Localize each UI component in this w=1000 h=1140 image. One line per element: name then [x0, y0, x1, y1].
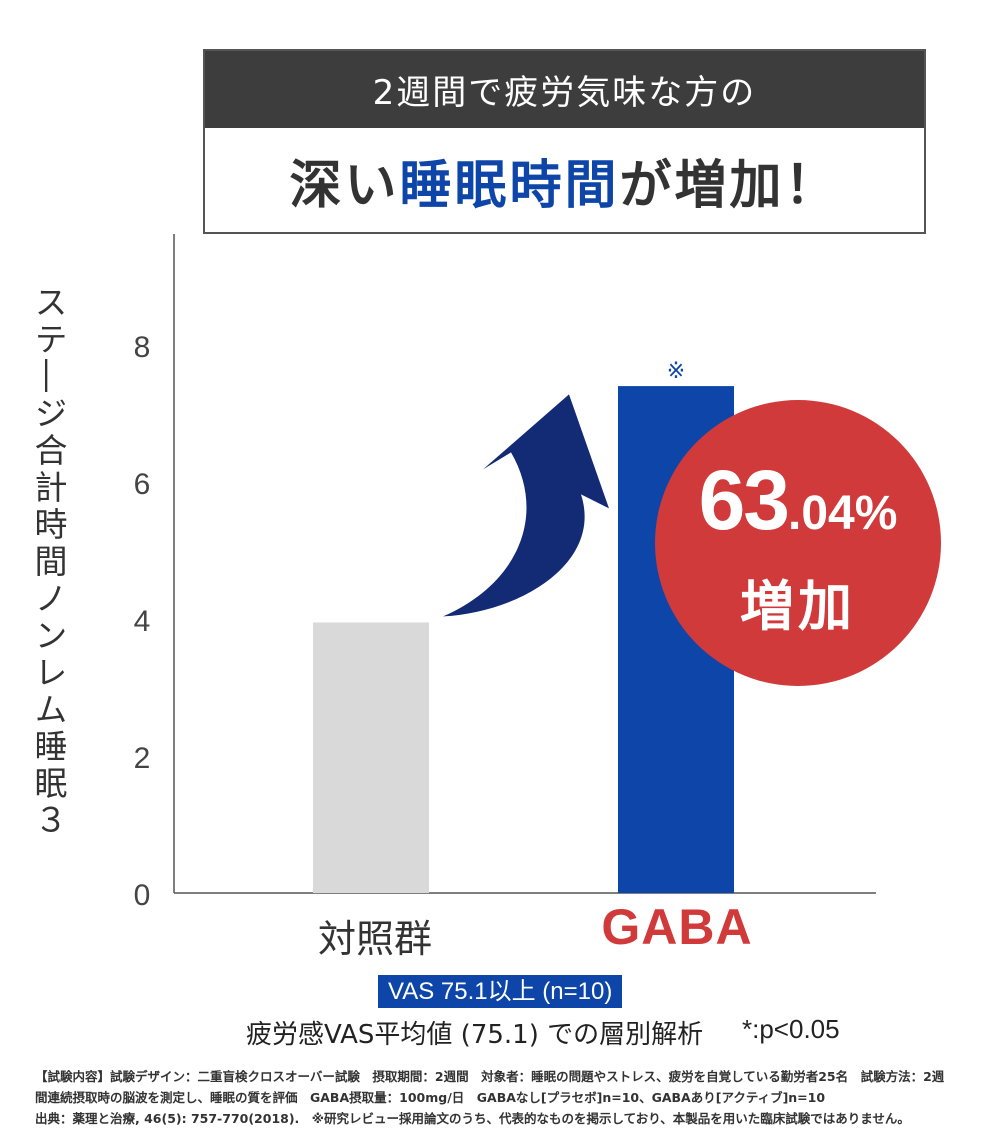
vas-tag: VAS 75.1以上 (n=10) [378, 975, 623, 1008]
y-axis-label: ステ―ジ合計時間ノンレム睡眠３ [29, 285, 68, 840]
headline-subtitle: 2週間で疲労気味な方の [205, 51, 924, 128]
headline-post: が増加！ [619, 155, 840, 216]
headline-box: 2週間で疲労気味な方の 深い 睡眠時間 が増加！ [203, 49, 926, 234]
y-tick-label: 4 [134, 605, 151, 638]
increase-label: 増加 [740, 575, 856, 638]
headline-pre: 深い [289, 155, 400, 216]
footnote-line-1: 【試験内容】試験デザイン：二重盲検クロスオーバー試験 摂取期間：2週間 対象者：… [35, 1069, 945, 1084]
y-tick-label: 6 [134, 468, 151, 501]
x-label-control: 対照群 [317, 917, 432, 961]
footnote: 【試験内容】試験デザイン：二重盲検クロスオーバー試験 摂取期間：2週間 対象者：… [35, 1066, 970, 1129]
bar-control [313, 622, 429, 893]
x-label-gaba: GABA [601, 899, 753, 955]
increase-arrow [443, 394, 609, 617]
increase-percent: 63.04% [655, 452, 941, 549]
y-tick-label: 2 [134, 742, 151, 775]
headline-highlight: 睡眠時間 [399, 155, 620, 216]
y-tick-label: 8 [134, 331, 151, 364]
analysis-caption: 疲労感VAS平均値 (75.1) での層別解析 [246, 1020, 704, 1050]
y-tick-label: 0 [134, 879, 151, 912]
increase-badge: 63.04% 増加 [655, 400, 941, 686]
percent-decimal: .04% [788, 487, 898, 540]
percent-integer: 63 [698, 453, 790, 547]
footnote-line-2: 間連続摂取時の脳波を測定し、睡眠の質を評価 GABA摂取量：100mg/日 GA… [35, 1090, 826, 1105]
headline-title: 深い 睡眠時間 が増加！ [205, 128, 924, 232]
footnote-line-3: 出典：薬理と治療, 46(5): 757-770(2018). ※研究レビュー採… [35, 1111, 910, 1126]
significance-marker: ※ [667, 359, 685, 384]
p-value-note: *:p<0.05 [742, 1014, 840, 1044]
